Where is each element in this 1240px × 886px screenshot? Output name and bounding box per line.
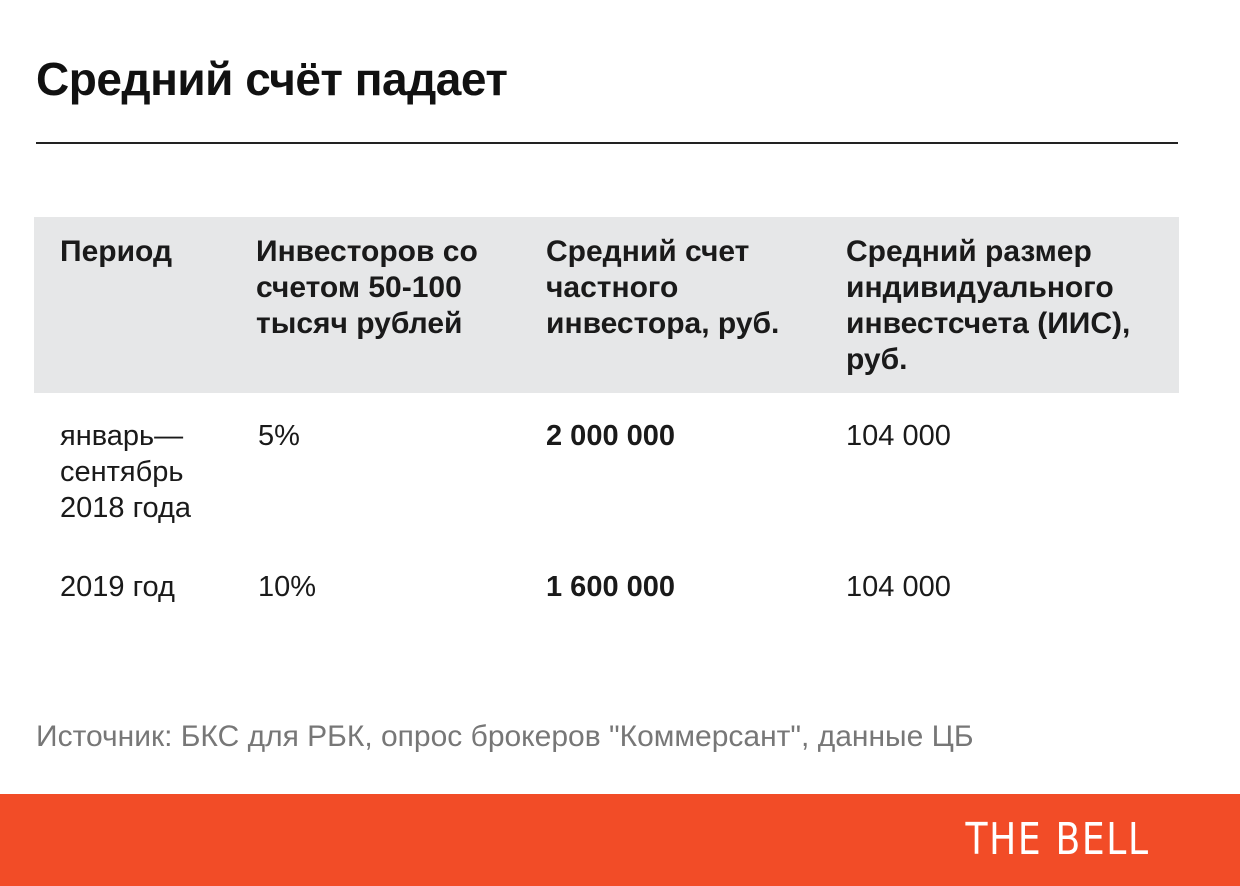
footer-bar: THE BELL (0, 794, 1240, 886)
cell-investors-share-row-1: 5% (258, 420, 300, 452)
cell-average-account-row-1: 2 000 000 (546, 420, 676, 452)
cell-period-row-1: январь—сентябрь 2018 года (60, 420, 192, 524)
header-period: Период (60, 235, 172, 268)
chart-title: Средний счёт падает (36, 53, 508, 105)
header-average-iis: Средний размер индивидуального инвестсче… (846, 235, 1131, 376)
cell-investors-share-row-2: 10% (258, 571, 317, 603)
cell-average-iis-row-2: 104 000 (846, 571, 951, 603)
source-note: Источник: БКС для РБК, опрос брокеров "К… (36, 720, 974, 753)
cell-average-iis-row-1: 104 000 (846, 420, 951, 452)
table-header: Период Инвесторов со счетом 50-100 тысяч… (34, 217, 1179, 393)
brand-logo: THE BELL (965, 814, 1150, 865)
header-investors-share: Инвесторов со счетом 50-100 тысяч рублей (256, 235, 478, 340)
header-average-account: Средний счет частного инвестора, руб. (546, 235, 780, 340)
data-table: Период Инвесторов со счетом 50-100 тысяч… (34, 217, 1179, 393)
cell-average-account-row-2: 1 600 000 (546, 571, 676, 603)
title-divider (36, 142, 1178, 144)
cell-period-row-2: 2019 год (60, 571, 175, 603)
